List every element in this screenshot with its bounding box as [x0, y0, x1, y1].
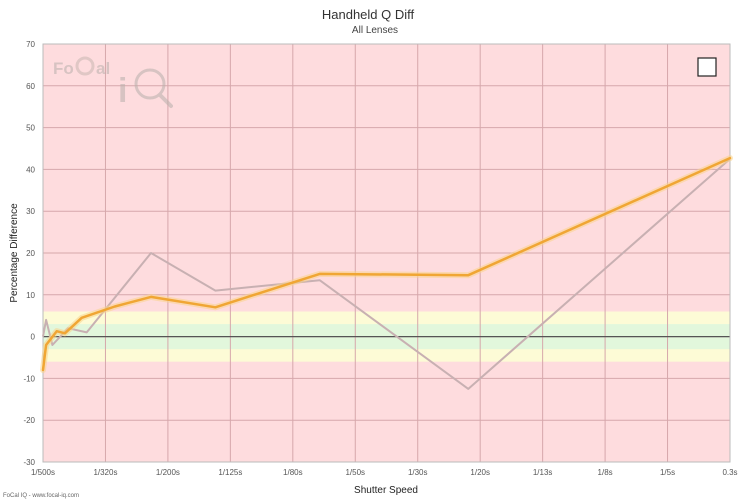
x-tick-label: 0.3s [722, 468, 737, 477]
legend-checkbox[interactable] [697, 57, 717, 77]
x-tick-label: 1/13s [533, 468, 553, 477]
x-tick-label: 1/20s [470, 468, 490, 477]
x-tick-label: 1/320s [93, 468, 117, 477]
logo-q-ring [134, 68, 166, 100]
logo-text-al: al [96, 59, 110, 78]
x-tick-label: 1/500s [31, 468, 55, 477]
y-tick-label: 0 [31, 333, 36, 342]
x-tick-label: 1/30s [408, 468, 428, 477]
logo-q-tail [158, 93, 173, 108]
y-tick-label: 60 [26, 82, 35, 91]
y-tick-label: 40 [26, 165, 35, 174]
logo-c-ring [75, 56, 95, 76]
footer-credit: FoCal IQ - www.focal-iq.com [3, 493, 79, 499]
logo-i: i [118, 72, 127, 110]
series-line-faint [42, 158, 731, 390]
x-tick-label: 1/125s [218, 468, 242, 477]
x-tick-label: 1/80s [283, 468, 303, 477]
focal-iq-logo: Fo al i [53, 56, 173, 110]
x-tick-label: 1/8s [598, 468, 613, 477]
x-tick-label: 1/5s [660, 468, 675, 477]
y-tick-label: -30 [23, 458, 35, 467]
y-axis-label: Percentage Difference [9, 203, 20, 303]
plot-border [42, 43, 731, 463]
y-tick-label: 30 [26, 207, 35, 216]
x-tick-label: 1/200s [156, 468, 180, 477]
chart-subtitle: All Lenses [352, 25, 398, 36]
y-tick-label: 10 [26, 291, 35, 300]
x-axis-label: Shutter Speed [354, 485, 418, 496]
x-tick-label: 1/50s [345, 468, 365, 477]
logo-text: Fo [53, 59, 74, 78]
chart-title: Handheld Q Diff [322, 7, 415, 22]
series-line [41, 156, 732, 372]
plot-area: -30 -20 -10 0 10 20 30 40 50 60 70 1/500s 1/320s 1/20… [23, 40, 737, 477]
y-tick-label: 70 [26, 40, 35, 49]
y-tick-label: 50 [26, 124, 35, 133]
y-tick-label: 20 [26, 249, 35, 258]
y-tick-label: -20 [23, 416, 35, 425]
y-tick-label: -10 [23, 374, 35, 383]
